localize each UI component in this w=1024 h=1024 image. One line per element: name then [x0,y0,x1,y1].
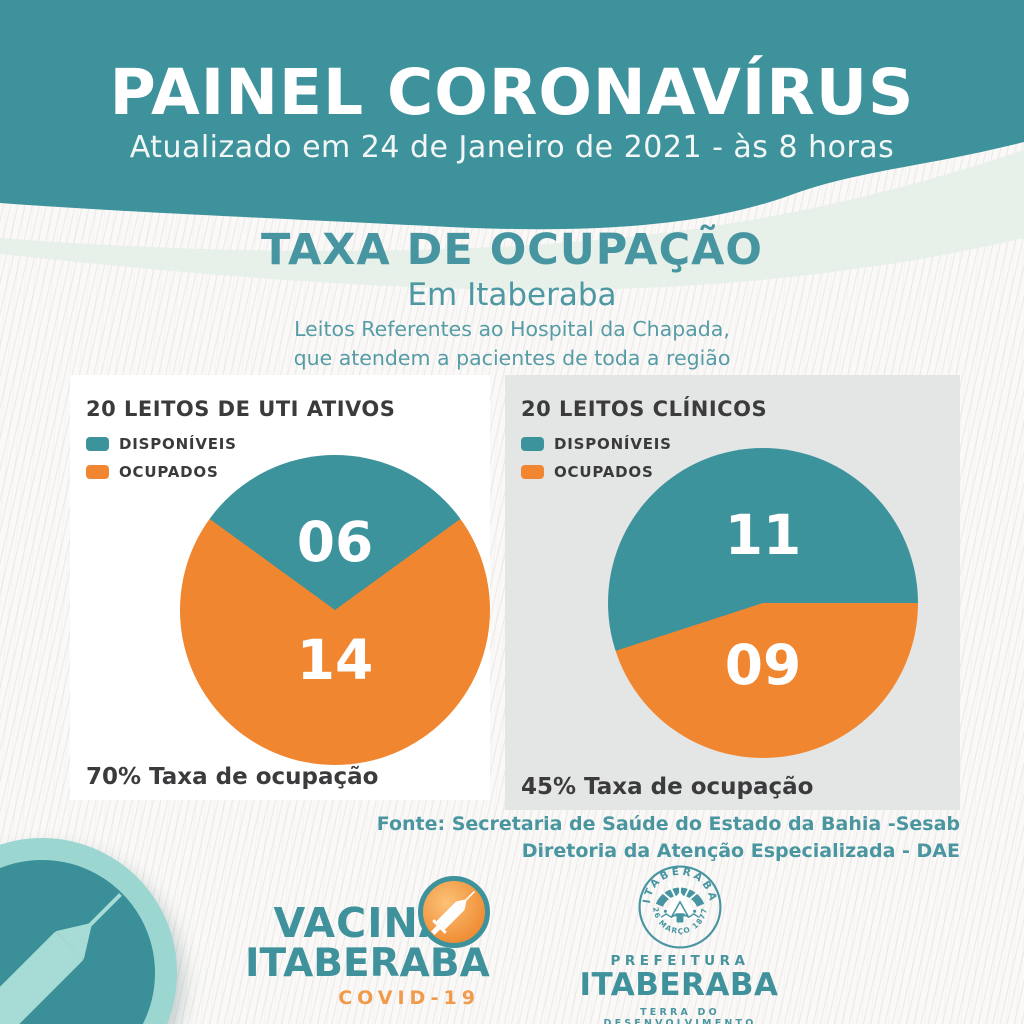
disponiveis-swatch [521,437,544,451]
section-subtitle: Em Itaberaba [407,277,617,313]
uti-available-value: 06 [296,509,374,574]
data-source: Fonte: Secretaria de Saúde do Estado da … [377,811,960,865]
page-title: PAINEL CORONAVÍRUS [109,56,915,129]
disponiveis-label: DISPONÍVEIS [119,435,237,453]
header-wave-graphic [0,0,1024,291]
prefeitura-tagline: TERRA DO DESENVOLVIMENTO [603,1007,757,1024]
itaberaba-word: ITABERABA [245,941,490,986]
ocupados-label: OCUPADOS [119,463,219,481]
prefeitura-label: PREFEITURA [610,953,750,969]
clinical-panel-title: 20 LEITOS CLÍNICOS [521,397,768,421]
section-description: Leitos Referentes ao Hospital da Chapada… [0,315,1024,373]
vacina-itaberaba-logo: VACINA ITABERABA COVID-19 [245,902,490,1009]
uti-pie-chart: 06 14 [180,455,490,765]
prefeitura-itaberaba-logo: ITABERABA 26 MARÇO 1877 PREFEITURA ITABE… [579,864,780,1024]
uti-panel-title: 20 LEITOS DE UTI ATIVOS [86,397,396,421]
clinical-legend: DISPONÍVEIS OCUPADOS [521,435,672,481]
data-source-line1: Fonte: Secretaria de Saúde do Estado da … [376,813,960,835]
prefeitura-seal-icon: ITABERABA 26 MARÇO 1877 [638,865,722,949]
disponiveis-label: DISPONÍVEIS [554,435,672,453]
legend-item-ocupados: OCUPADOS [521,463,672,481]
legend-item-disponiveis: DISPONÍVEIS [86,435,237,453]
prefeitura-name: ITABERABA [579,967,780,1003]
ocupados-label: OCUPADOS [554,463,654,481]
legend-item-disponiveis: DISPONÍVEIS [521,435,672,453]
covid-19-label: COVID-19 [338,987,480,1009]
ocupados-swatch [521,465,544,479]
clinical-occupancy-rate: 45% Taxa de ocupação [521,774,814,800]
syringe-icon [0,893,122,1024]
vaccine-badge-icon [418,876,490,948]
uti-beds-panel: 20 LEITOS DE UTI ATIVOS DISPONÍVEIS OCUP… [70,375,490,800]
section-description-line2: que atendem a pacientes de toda a região [293,346,731,370]
section-description-line1: Leitos Referentes ao Hospital da Chapada… [294,317,730,341]
vaccine-syringe-icon [431,890,476,935]
uti-occupied-value: 14 [296,627,374,692]
disponiveis-swatch [86,437,109,451]
ocupados-swatch [86,465,109,479]
updated-timestamp: Atualizado em 24 de Janeiro de 2021 - às… [129,130,895,165]
syringe-circle-graphic [0,838,177,1024]
legend-item-ocupados: OCUPADOS [86,463,237,481]
clinical-occupied-value: 09 [724,633,802,697]
section-title: TAXA DE OCUPAÇÃO [261,225,763,275]
clinical-available-value: 11 [724,502,802,567]
data-source-line2: Diretoria da Atenção Especializada - DAE [521,840,960,862]
uti-occupancy-rate: 70% Taxa de ocupação [86,764,379,790]
prefeitura-name-text: ITABERABA [579,967,779,1003]
clinical-beds-panel: 20 LEITOS CLÍNICOS DISPONÍVEIS OCUPADOS … [505,375,960,810]
clinical-pie-chart: 11 09 [608,448,918,758]
syringe-circle-inner [0,860,155,1024]
uti-legend: DISPONÍVEIS OCUPADOS [86,435,237,481]
